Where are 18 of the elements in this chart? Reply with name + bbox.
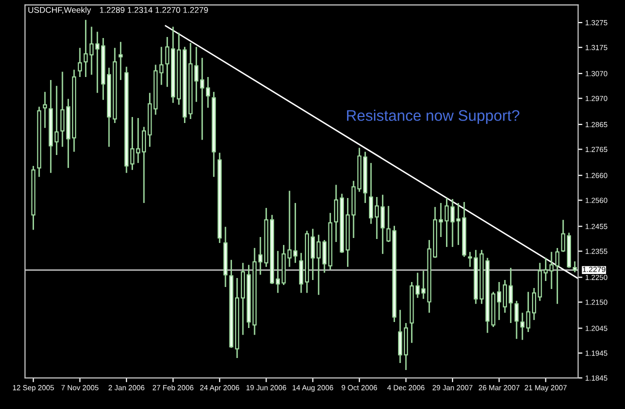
candlestick [78, 47, 82, 78]
candlestick [293, 202, 298, 264]
candlestick [206, 76, 210, 108]
candlestick [368, 162, 374, 225]
candlestick [555, 247, 560, 305]
candlestick [549, 251, 554, 290]
candlestick [386, 205, 391, 243]
annotation: Resistance now Support? [347, 110, 520, 124]
candlestick [299, 252, 304, 294]
candlestick [468, 251, 472, 268]
candlestick [514, 300, 519, 340]
candlestick [561, 219, 566, 253]
candlestick [334, 184, 338, 243]
chart-title: USDCHF,Weekly [28, 6, 92, 15]
candlestick [118, 41, 123, 81]
candlestick [287, 190, 292, 268]
chart-subtitle: 1.2289 1.2314 1.2270 1.2279 [100, 6, 208, 13]
candlestick [398, 309, 402, 364]
